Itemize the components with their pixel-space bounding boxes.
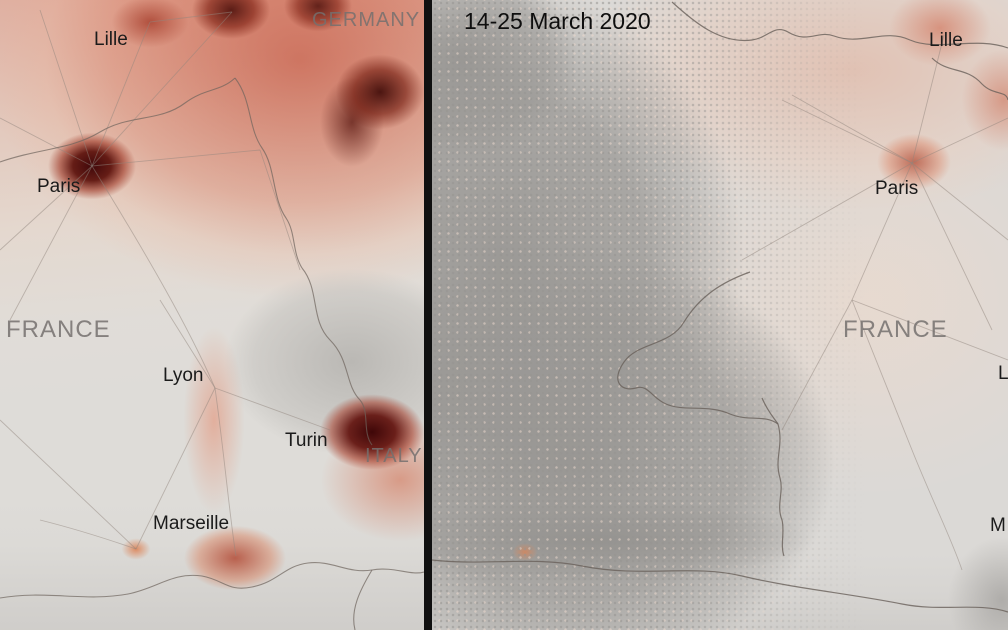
city-label-lille: Lille <box>94 29 128 50</box>
coastline-and-borders <box>432 1 1008 613</box>
map-linework-left <box>0 9 424 630</box>
region-label-italy: ITALY <box>365 445 423 467</box>
road-network <box>741 34 1008 571</box>
city-label-marseille-partial: M <box>990 515 1006 536</box>
map-panel-lockdown: 14-25 March 2020 Lille Paris FRANCE L M <box>432 0 1008 630</box>
city-label-paris: Paris <box>875 178 919 199</box>
city-label-lyon-partial: L <box>998 363 1008 384</box>
city-label-marseille: Marseille <box>153 513 230 534</box>
region-label-france: FRANCE <box>843 316 948 343</box>
city-label-turin: Turin <box>285 430 328 451</box>
cloud-no-data-texture <box>432 0 1008 630</box>
city-label-lille: Lille <box>929 30 963 51</box>
region-label-germany: GERMANY <box>312 9 421 31</box>
road-network <box>0 9 331 557</box>
coastline-and-borders <box>0 77 424 630</box>
region-label-france: FRANCE <box>6 316 111 343</box>
panel-divider <box>424 0 432 630</box>
map-linework-right <box>432 1 1008 613</box>
city-label-lyon: Lyon <box>163 365 204 386</box>
panel-title-date-range: 14-25 March 2020 <box>464 8 651 34</box>
map-panel-before-lockdown: Lille GERMANY Paris FRANCE Lyon Turin IT… <box>0 0 424 630</box>
city-label-paris: Paris <box>37 176 81 197</box>
